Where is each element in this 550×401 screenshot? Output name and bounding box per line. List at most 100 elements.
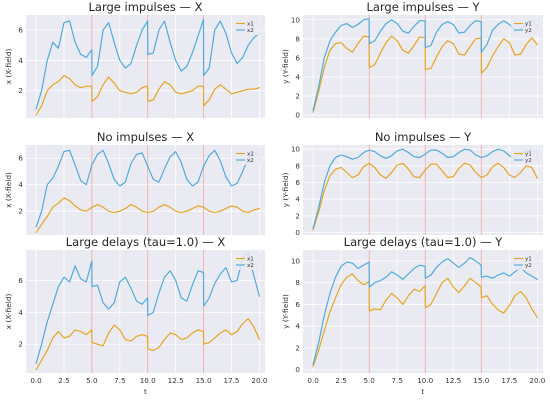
y-tick-label: 0	[295, 228, 300, 237]
legend-label-x2: x2	[247, 28, 254, 34]
plot-background	[303, 250, 543, 373]
x-tick-label: 7.5	[391, 376, 402, 385]
series-line-y2	[312, 257, 538, 365]
panel-title: No impulses — X	[97, 130, 194, 144]
series-line-x1	[35, 318, 260, 371]
x-tick-label: 15.0	[473, 376, 489, 385]
y-tick-label: 4	[18, 308, 23, 317]
series-line-y1	[312, 273, 538, 368]
series-line-x2	[35, 18, 260, 110]
plot-background	[303, 145, 543, 235]
y-tick-label: 4	[295, 72, 300, 81]
y-axis-label: y (Y-field)	[281, 49, 290, 84]
x-tick-label: 10.0	[417, 376, 433, 385]
x-tick-label: 12.5	[168, 376, 184, 385]
legend-label-y1: y1	[525, 22, 532, 28]
x-tick-label: 10.0	[140, 376, 156, 385]
series-line-y2	[312, 148, 538, 229]
series-line-y1	[312, 162, 538, 231]
y-tick-label: 2	[295, 92, 300, 101]
y-tick-label: 6	[18, 276, 23, 285]
y-tick-label: 6	[18, 26, 23, 35]
panel-title: Large delays (tau=1.0) — X	[66, 235, 226, 249]
panel-title: Large impulses — Y	[366, 0, 480, 14]
plot-background	[303, 15, 543, 118]
panel-title: Large impulses — X	[89, 0, 203, 14]
y-axis-label: x (X-field)	[4, 293, 13, 329]
y-tick-label: 2	[18, 86, 23, 95]
y-tick-label: 2	[295, 211, 300, 220]
legend-label-y1: y1	[525, 152, 532, 158]
legend-box	[233, 148, 262, 165]
y-axis-label: y (Y-field)	[281, 173, 290, 208]
x-axis-label: t	[144, 387, 147, 396]
y-tick-label: 4	[295, 195, 300, 204]
y-tick-label: 8	[295, 34, 300, 43]
y-tick-label: 10	[291, 256, 301, 265]
series-line-x1	[35, 197, 260, 233]
legend-label-y1: y1	[525, 257, 532, 263]
x-tick-label: 15.0	[196, 376, 212, 385]
y-tick-label: 8	[295, 278, 300, 287]
y-tick-label: 2	[295, 343, 300, 352]
series-line-x1	[35, 75, 260, 116]
x-tick-label: 17.5	[223, 376, 239, 385]
legend-box	[233, 18, 262, 35]
y-tick-label: 4	[18, 180, 23, 189]
series-line-y1	[312, 35, 538, 113]
x-tick-label: 0.0	[30, 376, 42, 385]
legend-label-x1: x1	[247, 152, 254, 158]
y-axis-label: x (X-field)	[4, 48, 13, 84]
x-tick-label: 2.5	[335, 376, 346, 385]
y-tick-label: 10	[291, 145, 301, 154]
x-tick-label: 5.0	[363, 376, 375, 385]
y-tick-label: 0	[295, 365, 300, 374]
x-axis-label: t	[422, 387, 425, 396]
series-line-y2	[312, 18, 538, 111]
x-tick-label: 12.5	[445, 376, 461, 385]
x-tick-label: 0.0	[307, 376, 319, 385]
legend-label-y2: y2	[525, 158, 532, 164]
panel-title: Large delays (tau=1.0) — Y	[344, 235, 504, 249]
legend-label-x1: x1	[247, 257, 254, 263]
series-line-x2	[35, 252, 260, 364]
x-tick-label: 2.5	[58, 376, 69, 385]
y-tick-label: 6	[295, 53, 300, 62]
x-tick-label: 7.5	[114, 376, 125, 385]
y-tick-label: 2	[18, 340, 23, 349]
panel-title: No impulses — Y	[375, 130, 472, 144]
y-tick-label: 6	[295, 178, 300, 187]
x-tick-label: 20.0	[529, 376, 545, 385]
legend-box	[511, 253, 540, 270]
y-tick-label: 0	[295, 111, 300, 120]
panel-6: 0 2 4 6 8 10 0.0 2.5 5.0 7.5 10.0 12.5 15.0 17.5 20.0 L…	[281, 235, 546, 396]
legend-box	[511, 148, 540, 165]
x-tick-label: 20.0	[251, 376, 267, 385]
legend-label-y2: y2	[525, 28, 532, 34]
panel-5: 2 4 6 0.0 2.5 5.0 7.5 10.0 12.5 15.0 17.5 20.0 Large…	[4, 235, 268, 396]
legend-label-y2: y2	[525, 263, 532, 269]
legend-box	[511, 18, 540, 35]
legend-label-x2: x2	[247, 158, 254, 164]
series-line-x2	[35, 149, 260, 228]
legend-label-x2: x2	[247, 263, 254, 269]
legend-box	[233, 253, 262, 270]
y-axis-label: x (X-field)	[4, 172, 13, 208]
legend-label-x1: x1	[247, 22, 254, 28]
x-tick-label: 17.5	[501, 376, 517, 385]
x-tick-label: 5.0	[86, 376, 98, 385]
y-axis-label: y (Y-field)	[281, 294, 290, 329]
y-tick-label: 6	[295, 300, 300, 309]
y-tick-label: 10	[291, 15, 301, 24]
